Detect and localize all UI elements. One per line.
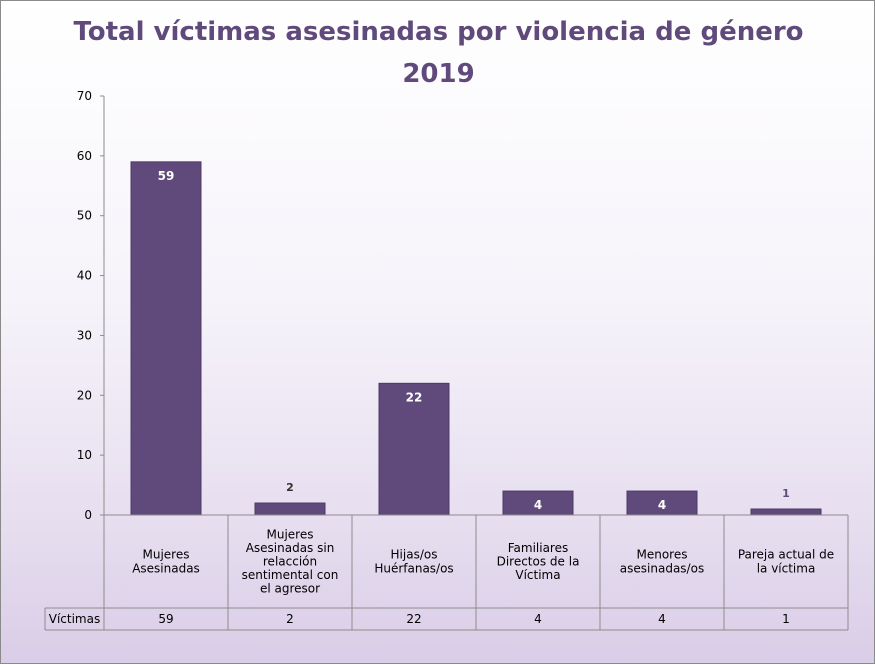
x-tick-label-line: Directos de la [497,555,580,569]
x-tick-label: Mujeres Asesinadas [132,548,200,576]
x-tick-label-line: Hijas/os [391,548,438,562]
table-value: 4 [658,612,666,626]
x-tick-label: Pareja actual de la víctima [738,548,834,576]
x-tick-label-line: Mujeres [267,527,314,541]
x-tick-label-line: la víctima [757,561,816,575]
x-tick-label-line: relacción [263,555,317,569]
table-value: 2 [286,612,294,626]
data-label: 22 [406,390,423,404]
x-tick-label: Familiares Directos de la Víctima [497,541,580,582]
x-tick-label-line: Pareja actual de [738,548,834,562]
bar [378,382,450,516]
x-tick-label-line: Asesinadas [132,561,200,575]
x-tick-label: Menores asesinadas/os [620,548,704,576]
data-label: 2 [286,481,294,494]
bar [254,502,326,516]
y-tick-label: 0 [84,508,92,522]
data-label: 4 [658,498,666,512]
x-tick-label-line: asesinadas/os [620,561,704,575]
x-tick-label-line: Huérfanas/os [374,561,453,575]
chart-title: Total víctimas asesinadas por violencia … [1,11,875,95]
table-value: 1 [782,612,790,626]
y-tick-label: 30 [77,328,92,342]
data-label: 4 [534,498,542,512]
x-tick-label: Hijas/os Huérfanas/os [374,548,453,576]
x-tick-label-line: Víctima [515,568,560,582]
y-tick-label: 60 [77,149,92,163]
x-tick-label: Mujeres Asesinadas sin relacción sentimenta… [242,527,339,595]
x-tick-label-line: Familiares [508,541,569,555]
chart-title-text: Total víctimas asesinadas por violencia … [73,17,804,47]
table-series-name: Víctimas [49,612,100,626]
table-value: 59 [158,612,173,626]
x-tick-label-line: Menores [637,548,688,562]
y-tick-label: 20 [77,388,92,402]
x-tick-label-line: sentimental con [242,568,339,582]
table-value: 4 [534,612,542,626]
y-tick-label: 10 [77,448,92,462]
x-tick-label-line: el agresor [260,582,320,596]
data-label: 59 [158,169,175,183]
table-value: 22 [406,612,421,626]
data-label: 1 [782,487,790,500]
y-tick-label: 40 [77,269,92,283]
x-tick-label-line: Asesinadas sin [246,541,335,555]
y-tick-label: 50 [77,209,92,223]
chart-subtitle-text: 2019 [402,59,475,89]
x-tick-label-line: Mujeres [143,548,190,562]
y-tick-label: 70 [77,89,92,103]
bar [750,508,822,516]
bar [130,161,202,516]
